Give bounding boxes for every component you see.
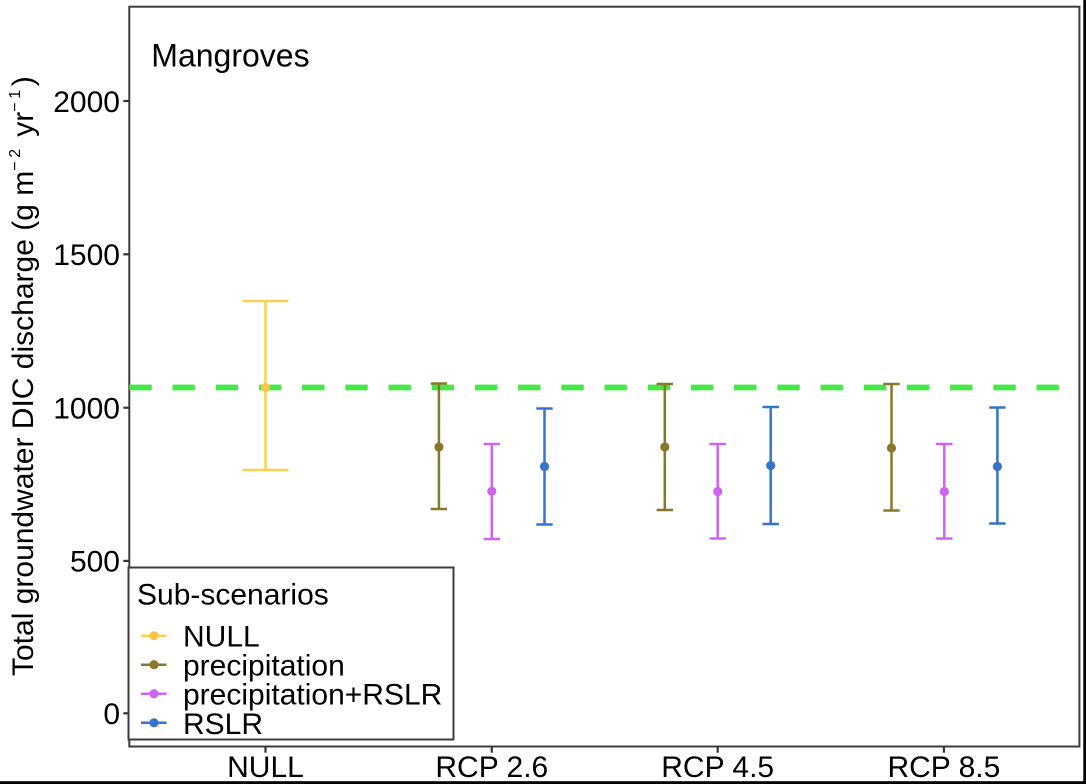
- svg-text:RSLR: RSLR: [183, 708, 263, 741]
- svg-text:2000: 2000: [53, 86, 120, 119]
- svg-text:RCP 8.5: RCP 8.5: [887, 751, 1000, 784]
- svg-text:NULL: NULL: [183, 621, 260, 654]
- svg-text:500: 500: [70, 546, 120, 579]
- svg-text:Mangroves: Mangroves: [151, 37, 309, 73]
- svg-text:1000: 1000: [53, 393, 120, 426]
- svg-text:Total groundwater DIC discharg: Total groundwater DIC discharge (g m−2 y…: [7, 76, 40, 676]
- svg-text:0: 0: [103, 698, 120, 731]
- svg-text:precipitation: precipitation: [183, 650, 345, 683]
- svg-text:1500: 1500: [53, 239, 120, 272]
- svg-text:NULL: NULL: [227, 751, 304, 784]
- svg-text:RCP 2.6: RCP 2.6: [435, 751, 548, 784]
- svg-text:RCP 4.5: RCP 4.5: [661, 751, 774, 784]
- svg-text:precipitation+RSLR: precipitation+RSLR: [183, 679, 442, 712]
- svg-text:Sub-scenarios: Sub-scenarios: [137, 579, 329, 612]
